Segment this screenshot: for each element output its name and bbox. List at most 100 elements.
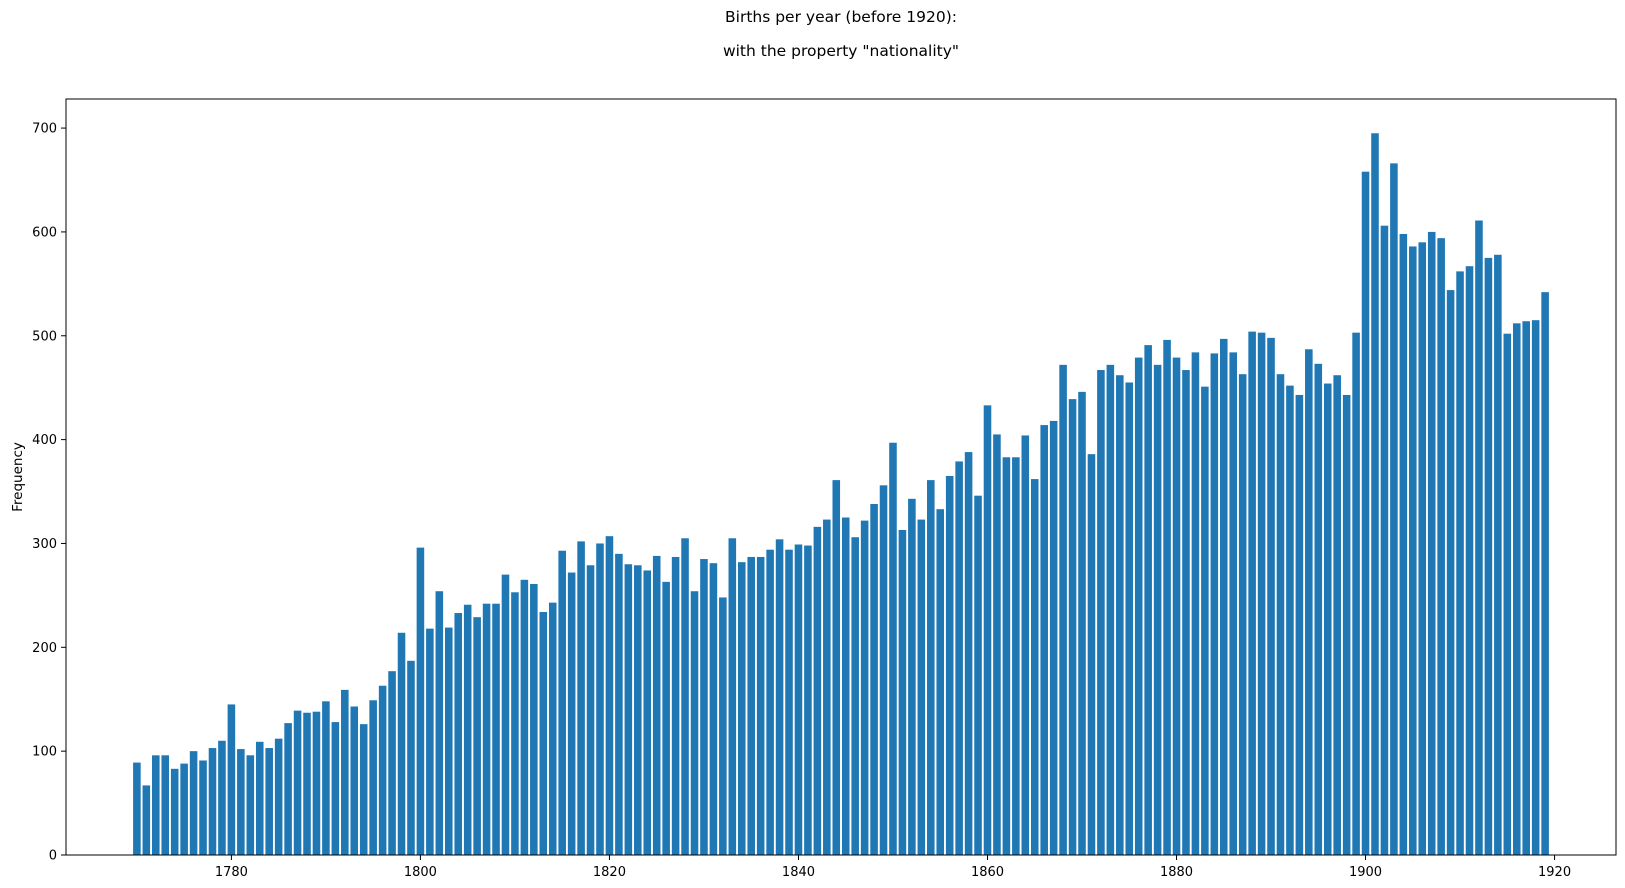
bar-1821 [615,553,623,855]
bar-1829 [690,591,699,855]
bar-1790 [322,701,330,855]
bar-1903 [1390,163,1398,855]
bar-1791 [331,722,340,855]
bar-1770 [133,762,141,855]
bar-1893 [1295,394,1304,855]
bar-1905 [1409,246,1417,855]
bar-1802 [435,591,444,855]
bar-1906 [1418,242,1427,855]
bar-1804 [454,613,463,855]
bar-1812 [530,583,538,855]
bar-1899 [1352,332,1360,855]
bar-1835 [747,556,755,855]
bar-1902 [1380,225,1389,855]
bar-1779 [218,740,226,855]
x-tick-label: 1900 [1349,865,1382,880]
bar-1841 [804,545,812,855]
y-tick-label: 700 [32,122,57,137]
bar-1824 [643,570,652,855]
bar-1877 [1144,345,1152,855]
bar-1848 [870,504,878,855]
bar-1890 [1267,337,1275,856]
bar-1775 [180,763,188,855]
bar-1796 [378,685,387,855]
bar-1885 [1219,338,1228,855]
chart-subtitle: with the property "nationality" [723,42,959,60]
bar-1894 [1305,349,1313,855]
bar-1886 [1229,352,1238,855]
bar-1772 [152,755,160,855]
bar-1874 [1116,375,1124,855]
bar-1850 [889,442,897,855]
bar-1904 [1399,234,1408,855]
y-tick-label: 200 [32,641,57,656]
bar-1830 [700,559,708,855]
bar-1805 [463,604,472,855]
bar-1795 [369,700,377,855]
bar-1901 [1371,133,1379,855]
bar-1831 [709,563,718,855]
bar-1803 [444,627,453,855]
bar-1782 [246,755,255,855]
bar-1863 [1012,457,1020,855]
bar-1792 [341,689,349,855]
bar-1827 [671,556,680,855]
x-tick-label: 1880 [1160,865,1193,880]
y-tick-label: 400 [32,433,57,448]
bars-layer [133,133,1549,856]
bar-1833 [728,538,737,855]
bar-1888 [1248,331,1256,855]
bar-1844 [832,480,841,855]
x-tick-label: 1820 [593,865,626,880]
bar-1914 [1494,254,1502,855]
bar-1787 [293,710,302,855]
bar-1881 [1182,370,1190,855]
bar-1847 [860,520,869,855]
bar-1818 [586,565,595,855]
bar-1806 [473,617,481,855]
bar-1864 [1021,435,1030,855]
y-axis: 0 100 200 300 400 500 600 700 [32,122,66,864]
bar-1860 [983,405,992,855]
y-tick-label: 500 [32,329,57,344]
bar-1785 [274,738,283,855]
bar-1884 [1210,353,1219,855]
bar-1781 [237,749,245,855]
bar-1777 [199,760,207,855]
bar-1912 [1475,220,1483,855]
bar-1865 [1030,479,1039,855]
bar-1852 [908,498,916,855]
bar-1859 [974,495,982,855]
bar-1907 [1427,231,1436,856]
bar-1783 [255,741,264,855]
x-tick-label: 1840 [782,865,815,880]
bar-1788 [303,712,311,855]
bar-1862 [1002,457,1011,855]
bar-1869 [1068,399,1077,855]
bar-1916 [1512,323,1521,855]
bar-1891 [1276,374,1285,855]
bar-1910 [1456,271,1464,855]
bar-1832 [719,597,727,855]
bar-1819 [596,543,604,855]
bar-1917 [1522,321,1530,856]
y-tick-label: 100 [32,745,57,760]
bar-1799 [407,660,415,855]
bar-1814 [548,602,557,855]
bar-1840 [794,544,803,855]
bar-1918 [1531,320,1540,855]
bar-1851 [898,529,907,855]
bar-1856 [945,475,954,855]
y-tick-label: 600 [32,225,57,240]
y-axis-label: Frequency [10,442,26,512]
x-tick-label: 1920 [1538,865,1571,880]
bar-1776 [189,751,198,855]
bar-1879 [1163,339,1171,855]
bar-1876 [1134,357,1143,855]
bar-1861 [993,434,1001,855]
bar-1780 [227,704,236,855]
bar-1822 [624,564,633,855]
bar-1854 [927,480,935,855]
